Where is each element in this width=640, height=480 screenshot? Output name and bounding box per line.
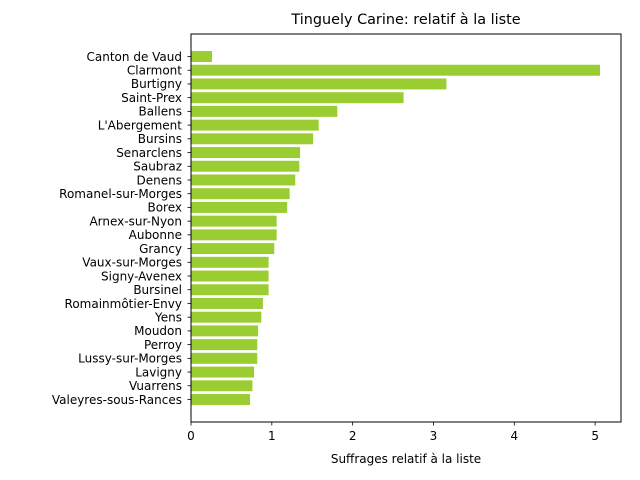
y-axis-ticks: Canton de VaudClarmontBurtignySaint-Prex…	[52, 50, 191, 407]
y-tick-label-1: Clarmont	[127, 64, 182, 78]
y-tick-label-7: Senarclens	[116, 146, 182, 160]
y-tick-label-3: Saint-Prex	[121, 91, 182, 105]
bar-21	[191, 339, 258, 351]
y-tick-label-24: Vuarrens	[129, 379, 182, 393]
bar-12	[191, 215, 277, 227]
bar-14	[191, 243, 275, 255]
plot-frame	[190, 33, 622, 423]
bar-8	[191, 160, 300, 172]
bar-13	[191, 229, 277, 241]
x-tick-label-1: 1	[268, 429, 276, 443]
bar-0	[191, 51, 213, 62]
y-tick-label-19: Yens	[154, 310, 182, 324]
y-tick-label-17: Bursinel	[133, 283, 182, 297]
y-tick-label-16: Signy-Avenex	[101, 269, 182, 283]
bar-18	[191, 297, 263, 309]
y-tick-label-0: Canton de Vaud	[87, 50, 182, 64]
y-tick-label-2: Burtigny	[131, 77, 182, 91]
bar-10	[191, 188, 290, 200]
y-tick-label-11: Borex	[147, 201, 182, 215]
bar-7	[191, 147, 301, 159]
y-tick-label-23: Lavigny	[135, 365, 182, 379]
bar-15	[191, 256, 269, 268]
x-tick-label-4: 4	[510, 429, 518, 443]
y-tick-label-13: Aubonne	[129, 228, 182, 242]
bar-2	[191, 78, 447, 90]
y-tick-label-22: Lussy-sur-Morges	[78, 352, 182, 366]
y-tick-label-9: Denens	[137, 173, 182, 187]
y-tick-label-14: Grancy	[139, 242, 182, 256]
y-tick-label-12: Arnex-sur-Nyon	[89, 214, 182, 228]
bars-group	[191, 51, 600, 405]
y-tick-label-25: Valeyres-sous-Rances	[52, 393, 182, 407]
bar-24	[191, 380, 253, 392]
x-axis-label: Suffrages relatif à la liste	[331, 452, 481, 466]
x-tick-label-3: 3	[430, 429, 438, 443]
y-tick-label-6: Bursins	[138, 132, 182, 146]
bar-9	[191, 174, 296, 186]
y-tick-label-18: Romainmôtier-Envy	[65, 297, 182, 311]
bar-1	[191, 64, 600, 76]
x-tick-label-0: 0	[187, 429, 195, 443]
x-axis-ticks: 0 1 2 3 4 5	[187, 422, 599, 443]
chart-title: Tinguely Carine: relatif à la liste	[290, 12, 520, 28]
x-tick-label-2: 2	[349, 429, 357, 443]
y-tick-label-21: Perroy	[144, 338, 182, 352]
bar-22	[191, 352, 258, 364]
bar-3	[191, 92, 404, 104]
y-tick-label-4: Ballens	[139, 105, 183, 119]
bar-20	[191, 325, 259, 337]
bar-23	[191, 366, 255, 378]
y-tick-label-20: Moudon	[134, 324, 182, 338]
bar-6	[191, 133, 314, 145]
x-tick-label-5: 5	[591, 429, 599, 443]
bar-17	[191, 284, 269, 296]
bar-11	[191, 201, 288, 213]
bar-4	[191, 105, 338, 117]
y-tick-label-5: L'Abergement	[98, 118, 183, 132]
bar-19	[191, 311, 262, 323]
bar-25	[191, 394, 251, 405]
y-tick-label-15: Vaux-sur-Morges	[82, 256, 182, 270]
y-tick-label-8: Saubraz	[133, 160, 182, 174]
y-tick-label-10: Romanel-sur-Morges	[59, 187, 182, 201]
bar-5	[191, 119, 319, 131]
bar-16	[191, 270, 269, 282]
